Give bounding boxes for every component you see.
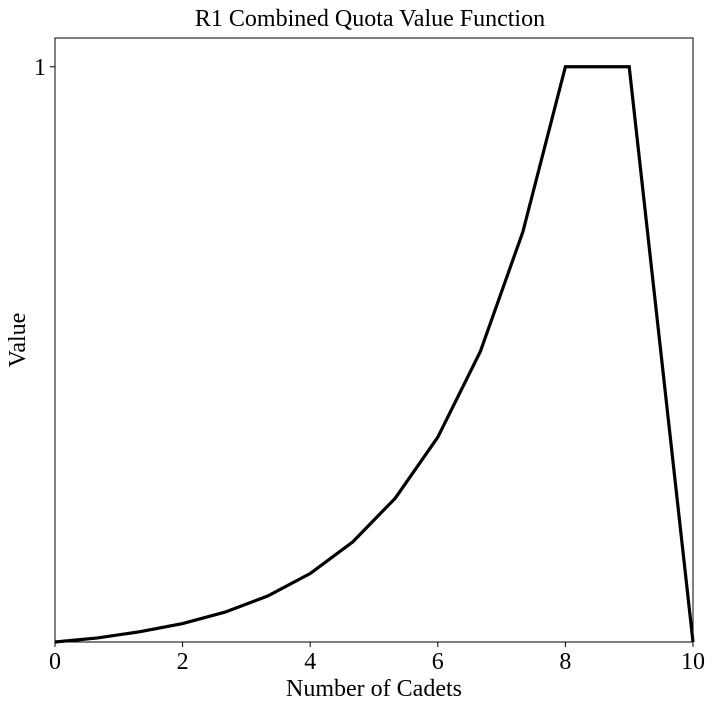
chart-title: R1 Combined Quota Value Function [195,6,545,32]
y-tick-label: 1 [34,55,46,81]
series-line [54,65,695,644]
x-axis-label: Number of Cadets [286,676,462,702]
x-tick-label: 4 [304,649,316,675]
x-tick-label: 8 [559,649,571,675]
y-axis-label: Value [5,313,31,368]
plot-frame [54,37,694,643]
x-tick-label: 2 [177,649,189,675]
axis-ticks: 0 2 4 6 8 10 1 [34,55,705,675]
x-tick-label: 10 [681,649,705,675]
x-tick-label: 0 [49,649,61,675]
x-tick-label: 6 [432,649,444,675]
